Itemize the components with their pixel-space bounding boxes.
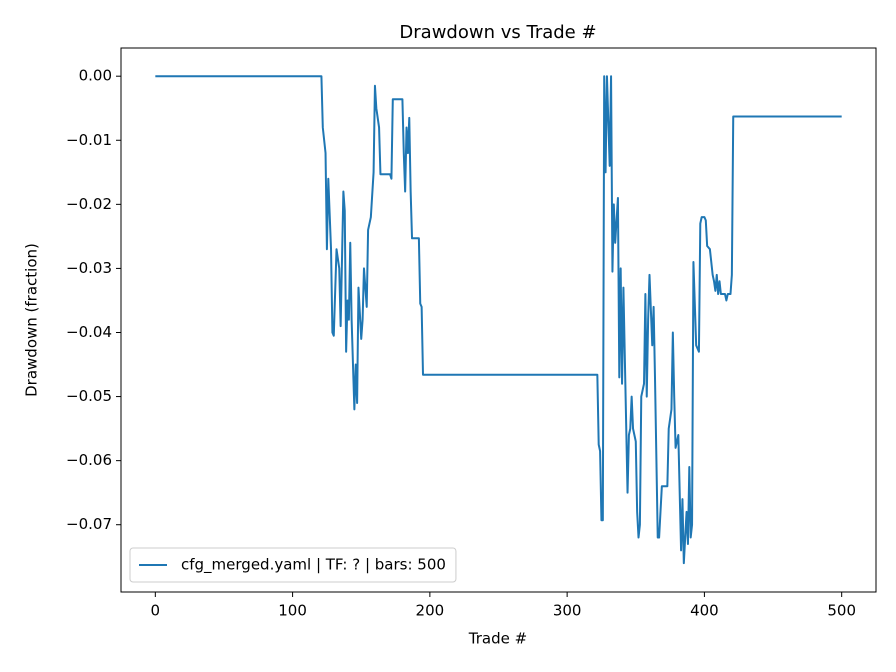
y-tick-label: −0.07 [66, 515, 112, 533]
series-line [155, 75, 842, 565]
legend-box [129, 547, 457, 583]
y-tick-label: 0.00 [79, 67, 112, 85]
y-tick-label: −0.06 [66, 451, 112, 469]
x-tick-label: 0 [151, 602, 161, 620]
x-tick-label: 200 [416, 602, 445, 620]
chart-title: Drawdown vs Trade # [399, 22, 596, 43]
x-axis-label: Trade # [468, 630, 527, 648]
x-tick-label: 400 [690, 602, 719, 620]
x-tick-label: 300 [553, 602, 582, 620]
y-tick-label: −0.02 [66, 195, 112, 213]
axes-frame [120, 47, 877, 593]
legend-label: cfg_merged.yaml | TF: ? | bars: 500 [181, 556, 446, 575]
y-axis-label: Drawdown (fraction) [23, 243, 41, 397]
y-tick-label: −0.01 [66, 131, 112, 149]
y-tick-label: −0.04 [66, 323, 112, 341]
y-tick-label: −0.05 [66, 387, 112, 405]
y-tick-label: −0.03 [66, 259, 112, 277]
x-tick-label: 500 [827, 602, 856, 620]
x-tick-label: 100 [278, 602, 307, 620]
